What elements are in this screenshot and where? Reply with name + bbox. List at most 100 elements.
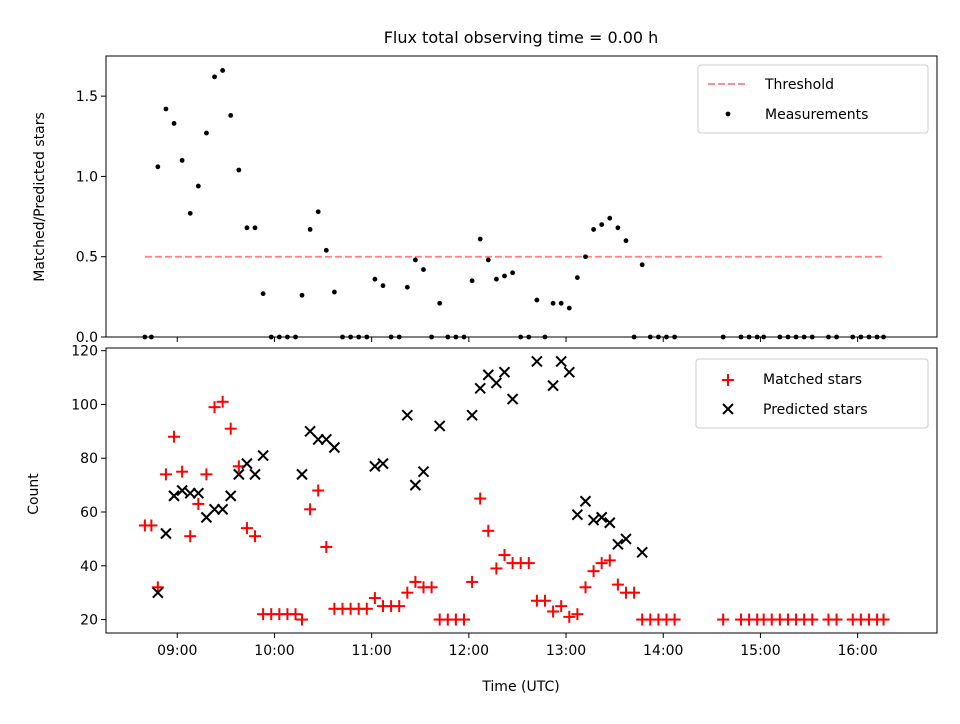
predicted-star-marker	[296, 468, 308, 481]
matched-star-marker	[393, 600, 406, 613]
matched-star-marker	[312, 484, 325, 497]
measurement-point	[228, 113, 234, 118]
predicted-star-marker	[176, 484, 188, 497]
predicted-star-marker	[417, 465, 430, 478]
measurement-point	[244, 225, 250, 231]
count-panel: 20 40 60 80 100 120 09:00 10:00 11:00 12:00 13:00…	[26, 344, 938, 695]
measurement-point	[655, 334, 661, 340]
x-axis-label: Time (UTC)	[481, 679, 559, 695]
matched-star-marker	[296, 613, 309, 626]
legend-measurements-swatch	[725, 111, 731, 117]
measurement-point	[315, 209, 321, 215]
predicted-star-marker	[249, 468, 261, 481]
measurement-point	[236, 167, 242, 173]
measurement-point	[866, 334, 872, 340]
matched-star-marker	[240, 522, 253, 535]
measurements-series	[142, 68, 886, 340]
count-y-tick-label: 40	[80, 559, 98, 575]
ratio-y-axis: 0.0 0.5 1.0 1.5	[76, 89, 106, 346]
measurement-point	[323, 247, 329, 253]
matched-star-marker	[563, 610, 576, 623]
measurement-point	[647, 334, 653, 340]
predicted-star-marker	[328, 441, 341, 454]
measurement-point	[761, 334, 767, 340]
matched-star-marker	[482, 524, 495, 537]
legend-threshold-label: Threshold	[764, 77, 834, 93]
legend-predicted-label: Predicted stars	[763, 402, 868, 418]
predicted-star-marker	[433, 420, 446, 432]
predicted-star-marker	[571, 508, 584, 521]
matched-star-marker	[224, 422, 237, 435]
measurement-point	[793, 334, 799, 340]
measurement-point	[163, 106, 169, 112]
matched-star-marker	[717, 613, 730, 626]
ratio-y-tick-label: 0.5	[76, 250, 98, 266]
matched-star-marker	[159, 468, 172, 481]
matched-star-marker	[498, 549, 511, 562]
predicted-star-marker	[595, 511, 608, 524]
measurement-point	[558, 300, 564, 306]
figure-title: Flux total observing time = 0.00 h	[384, 28, 659, 47]
predicted-star-marker	[555, 355, 567, 368]
predicted-star-marker	[604, 517, 616, 529]
measurement-point	[445, 334, 451, 340]
predicted-star-marker	[401, 409, 414, 421]
measurement-point	[396, 334, 402, 340]
predicted-star-marker	[409, 479, 422, 491]
predicted-star-marker	[498, 366, 511, 378]
predicted-star-marker	[377, 457, 389, 470]
legend-matched-label: Matched stars	[763, 372, 862, 388]
measurement-point	[412, 257, 418, 263]
count-x-tick-label: 09:00	[157, 643, 197, 659]
measurement-point	[220, 68, 226, 73]
measurement-point	[148, 334, 154, 340]
measurement-point	[785, 334, 791, 340]
ratio-panel: 0.0 0.5 1.0 1.5 Matched/Predicted stars Thr…	[32, 55, 938, 346]
measurement-point	[469, 278, 475, 284]
predicted-star-marker	[490, 377, 503, 389]
matched-stars-series	[138, 395, 890, 626]
measurement-point	[356, 334, 362, 340]
measurement-point	[477, 236, 483, 242]
predicted-star-marker	[636, 546, 648, 559]
matched-star-marker	[249, 530, 262, 543]
predicted-star-marker	[563, 366, 575, 378]
ratio-y-tick-label: 0.0	[76, 330, 98, 346]
matched-star-marker	[216, 395, 229, 408]
measurement-point	[874, 334, 880, 340]
measurement-point	[574, 275, 580, 280]
measurement-point	[461, 334, 467, 340]
matched-star-marker	[628, 586, 641, 599]
predicted-star-marker	[612, 538, 624, 550]
measurement-point	[204, 130, 209, 136]
matched-star-marker	[830, 613, 843, 626]
measurement-point	[754, 334, 760, 340]
measurement-point	[720, 334, 726, 340]
count-x-axis: 09:00 10:00 11:00 12:00 13:00 14:00 15:00 16:00	[157, 633, 878, 659]
measurement-point	[502, 273, 507, 279]
ratio-y-axis-label: Matched/Predicted stars	[32, 112, 48, 282]
measurement-point	[299, 292, 305, 298]
predicted-star-marker	[225, 490, 237, 502]
measurement-point	[615, 225, 621, 231]
matched-star-marker	[208, 401, 221, 414]
measurement-point	[348, 334, 354, 340]
measurement-point	[493, 276, 499, 282]
matched-star-marker	[168, 430, 181, 443]
matched-star-marker	[474, 492, 487, 505]
predicted-star-marker	[241, 457, 253, 470]
measurement-point	[187, 210, 193, 216]
count-x-tick-label: 13:00	[546, 643, 586, 659]
measurement-point	[639, 262, 645, 268]
measurement-point	[777, 334, 783, 340]
measurement-point	[809, 334, 815, 340]
predicted-star-marker	[579, 495, 592, 507]
matched-star-marker	[538, 594, 551, 607]
measurement-point	[518, 334, 524, 340]
count-y-tick-label: 100	[71, 397, 98, 413]
count-y-tick-label: 60	[80, 505, 98, 521]
predicted-star-marker	[208, 503, 221, 516]
matched-star-marker	[368, 592, 381, 605]
matched-star-marker	[603, 554, 616, 567]
count-y-tick-label: 80	[80, 451, 98, 467]
